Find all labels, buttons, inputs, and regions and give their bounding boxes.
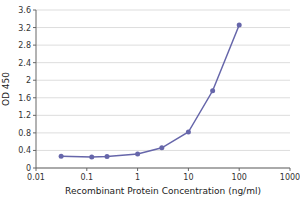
grid-line xyxy=(36,10,290,11)
grid-line xyxy=(36,150,290,151)
tick-label: 0 xyxy=(26,164,31,173)
grid-line xyxy=(36,62,290,63)
grid-line xyxy=(36,132,290,133)
tick-label: 0.8 xyxy=(18,129,31,138)
point xyxy=(237,22,242,27)
grid-line xyxy=(36,168,290,169)
tick-label: 2.8 xyxy=(18,41,31,50)
tick-label: 0.01 xyxy=(27,173,45,182)
tick-label: 1.6 xyxy=(18,94,31,103)
point xyxy=(186,130,191,135)
grid-line xyxy=(36,80,290,81)
grid-line xyxy=(36,45,290,46)
point xyxy=(59,154,64,159)
tick-label: 10 xyxy=(183,173,193,182)
tick-label: 0.4 xyxy=(18,146,31,155)
tick-label: 3.6 xyxy=(18,6,31,15)
y-axis: 0 0.4 0.8 1.2 1.6 2 2.4 2.8 3.2 3.6 xyxy=(18,6,290,173)
point xyxy=(210,88,215,93)
point xyxy=(89,155,94,160)
y-axis-line xyxy=(36,10,37,168)
point xyxy=(105,154,110,159)
line xyxy=(61,25,239,157)
chart: 0 0.4 0.8 1.2 1.6 2 2.4 2.8 3.2 3.6 0.01 0.1 1 10 100 1… xyxy=(0,0,300,200)
grid-line xyxy=(36,27,290,28)
tick-label: 2 xyxy=(26,76,31,85)
tick-label: 1 xyxy=(135,173,140,182)
chart-container: 0 0.4 0.8 1.2 1.6 2 2.4 2.8 3.2 3.6 0.01 0.1 1 10 100 1… xyxy=(0,0,300,200)
grid-line xyxy=(36,97,290,98)
tick-label: 3.2 xyxy=(18,24,31,33)
tick-label: 0.1 xyxy=(80,173,93,182)
x-axis-line xyxy=(36,168,290,169)
y-axis-label: OD 450 xyxy=(1,72,11,106)
series xyxy=(59,22,242,159)
point xyxy=(159,145,164,150)
x-axis: 0.01 0.1 1 10 100 1000 xyxy=(27,168,300,182)
tick-label: 2.4 xyxy=(18,59,31,68)
point xyxy=(135,151,140,156)
tick-label: 1000 xyxy=(280,173,300,182)
grid-line xyxy=(36,115,290,116)
tick-label: 100 xyxy=(232,173,247,182)
x-axis-label: Recombinant Protein Concentration (ng/ml… xyxy=(65,186,261,196)
tick-label: 1.2 xyxy=(18,111,31,120)
